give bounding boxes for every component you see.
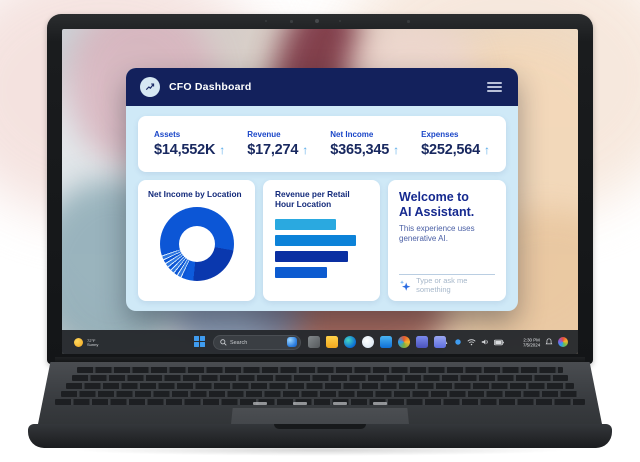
bar-segment bbox=[275, 250, 348, 262]
clock-time: 2:30 PM bbox=[523, 337, 540, 343]
assistant-description: This experience uses generative AI. bbox=[399, 223, 475, 243]
photos-icon[interactable] bbox=[398, 336, 410, 348]
bar-segment bbox=[275, 218, 337, 230]
kpi-value: $14,552K bbox=[154, 142, 216, 158]
laptop-hinge bbox=[55, 357, 585, 366]
kpi-value: $252,564 bbox=[421, 142, 480, 158]
notification-bell-icon[interactable] bbox=[545, 338, 553, 346]
bar-segment bbox=[275, 234, 356, 246]
divider bbox=[399, 274, 495, 275]
kpi-revenue: Revenue $17,274 ↑ bbox=[247, 130, 308, 158]
settings-icon[interactable] bbox=[434, 336, 446, 348]
windows-start-icon[interactable] bbox=[194, 336, 206, 348]
donut-hole bbox=[178, 226, 215, 263]
kpi-net-income: Net Income $365,345 ↑ bbox=[330, 130, 399, 158]
trend-up-icon: ↑ bbox=[302, 143, 309, 157]
taskbar-clock[interactable]: 2:30 PM 7/5/2024 bbox=[509, 337, 540, 348]
webcam-strip bbox=[47, 14, 593, 29]
sensor-dot bbox=[339, 20, 341, 22]
search-placeholder: Search bbox=[230, 338, 248, 346]
task-view-icon[interactable] bbox=[308, 336, 320, 348]
ai-assistant-card: Welcome to AI Assistant. This experience… bbox=[388, 180, 506, 301]
line-chart-icon bbox=[140, 77, 160, 97]
kpi-label: Net Income bbox=[330, 130, 374, 139]
deck-label bbox=[253, 402, 387, 405]
color-wheel-icon[interactable] bbox=[558, 337, 568, 347]
kpi-expenses: Expenses $252,564 ↑ bbox=[421, 130, 490, 158]
taskbar-apps bbox=[308, 336, 446, 348]
taskbar-search[interactable]: Search bbox=[213, 334, 301, 350]
trend-up-icon: ↑ bbox=[484, 143, 490, 157]
teams-icon[interactable] bbox=[416, 336, 428, 348]
chart-title: Revenue per Retail Hour Location bbox=[275, 189, 350, 210]
search-icon bbox=[220, 338, 227, 346]
kpi-value: $17,274 bbox=[247, 142, 299, 158]
clock-date: 7/5/2024 bbox=[522, 342, 540, 348]
taskbar-weather-widget[interactable]: 72°F Sunny bbox=[74, 337, 110, 348]
laptop-shadow bbox=[70, 444, 570, 456]
store-icon[interactable] bbox=[380, 336, 392, 348]
sensor-dot bbox=[265, 20, 267, 22]
assistant-title-line2: AI Assistant. bbox=[399, 204, 475, 219]
laptop-screen: CFO Dashboard Assets $14,552K ↑ bbox=[62, 29, 578, 354]
sensor-dot bbox=[290, 20, 293, 23]
kpi-value: $365,345 bbox=[330, 142, 390, 158]
sun-icon bbox=[74, 337, 83, 347]
trend-up-icon: ↑ bbox=[219, 143, 226, 157]
kpi-label: Expenses bbox=[421, 130, 459, 139]
trend-up-icon: ↑ bbox=[393, 143, 400, 157]
cfo-dashboard-window: CFO Dashboard Assets $14,552K ↑ bbox=[126, 68, 518, 311]
lid-open-notch bbox=[274, 424, 366, 429]
webcam-icon bbox=[315, 19, 319, 23]
weather-temp: 72°F bbox=[87, 338, 96, 343]
keyboard bbox=[38, 367, 602, 407]
copilot-icon[interactable] bbox=[362, 336, 374, 348]
wifi-icon[interactable] bbox=[467, 338, 476, 346]
edge-icon[interactable] bbox=[344, 336, 356, 348]
bar-segment bbox=[275, 266, 328, 278]
assistant-title-line1: Welcome to bbox=[399, 190, 469, 204]
revenue-chart-card: Revenue per Retail Hour Location bbox=[263, 180, 380, 301]
onedrive-icon[interactable] bbox=[454, 338, 462, 346]
kpi-summary-card: Assets $14,552K ↑ Revenue $17,274 ↑ bbox=[138, 116, 506, 172]
net-income-chart-card: Net Income by Location bbox=[138, 180, 255, 301]
assistant-input-placeholder: Type or ask me something bbox=[416, 276, 468, 294]
laptop-front-edge bbox=[28, 424, 612, 448]
kpi-label: Assets bbox=[154, 130, 181, 139]
hamburger-menu-icon[interactable] bbox=[485, 80, 504, 95]
speaker-icon[interactable] bbox=[481, 338, 489, 346]
weather-condition: Sunny bbox=[87, 342, 99, 348]
assistant-input[interactable]: Type or ask me something bbox=[399, 276, 498, 294]
kpi-label: Revenue bbox=[247, 130, 281, 139]
laptop-lid: CFO Dashboard Assets $14,552K ↑ bbox=[47, 14, 593, 364]
windows-taskbar: 72°F Sunny Search ▲ bbox=[62, 330, 578, 354]
page-title: CFO Dashboard bbox=[169, 81, 252, 93]
bar-chart bbox=[275, 218, 368, 278]
battery-icon[interactable] bbox=[493, 339, 504, 346]
kpi-assets: Assets $14,552K ↑ bbox=[154, 130, 225, 158]
search-highlights-icon bbox=[287, 337, 297, 347]
app-body: Assets $14,552K ↑ Revenue $17,274 ↑ bbox=[126, 106, 518, 311]
app-header: CFO Dashboard bbox=[126, 68, 518, 106]
donut-chart bbox=[159, 207, 234, 282]
ai-sparkle-icon bbox=[399, 279, 411, 291]
system-tray: ▲ bbox=[442, 337, 568, 347]
file-explorer-icon[interactable] bbox=[326, 336, 338, 348]
sensor-dot bbox=[407, 20, 410, 23]
chart-title: Net Income by Location bbox=[148, 189, 242, 199]
